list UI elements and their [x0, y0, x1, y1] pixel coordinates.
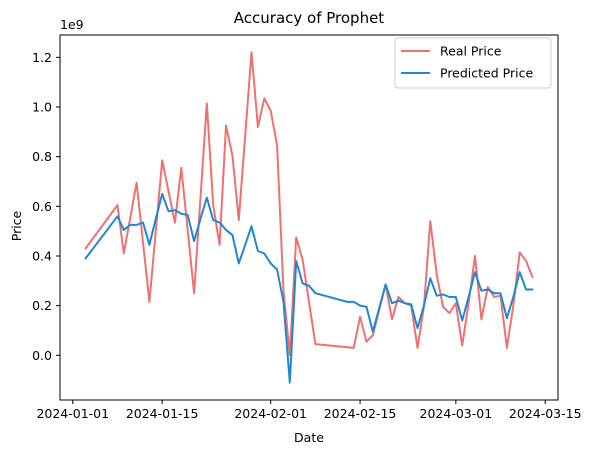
plot-area [84, 51, 534, 384]
x-tick-label: 2024-03-15 [509, 406, 582, 421]
series-line-predicted-price [84, 192, 534, 384]
x-tick-label: 2024-01-15 [126, 406, 199, 421]
y-tick-label: 1.2 [32, 50, 52, 65]
y-axis-label: Price [9, 210, 24, 241]
legend: Real Price Predicted Price [394, 37, 552, 89]
chart-title: Accuracy of Prophet [234, 9, 385, 27]
y-tick-label: 0.4 [32, 248, 52, 263]
y-tick-label: 1.0 [32, 100, 52, 115]
legend-box [394, 37, 552, 89]
x-axis-label: Date [294, 430, 324, 445]
y-multiplier-label: 1e9 [60, 17, 84, 32]
y-tick-label: 0.2 [32, 298, 52, 313]
x-tick-label: 2024-03-01 [420, 406, 493, 421]
legend-predicted-price-label: Predicted Price [440, 66, 533, 81]
y-tick-label: 0.6 [32, 199, 52, 214]
y-tick-label: 0.8 [32, 149, 52, 164]
x-tick-label: 2024-02-01 [234, 406, 307, 421]
x-tick-label: 2024-01-01 [36, 406, 109, 421]
x-tick-label: 2024-02-15 [324, 406, 397, 421]
legend-real-price-label: Real Price [440, 44, 502, 59]
plot-frame [59, 34, 559, 401]
y-tick-label: 0.0 [32, 348, 52, 363]
